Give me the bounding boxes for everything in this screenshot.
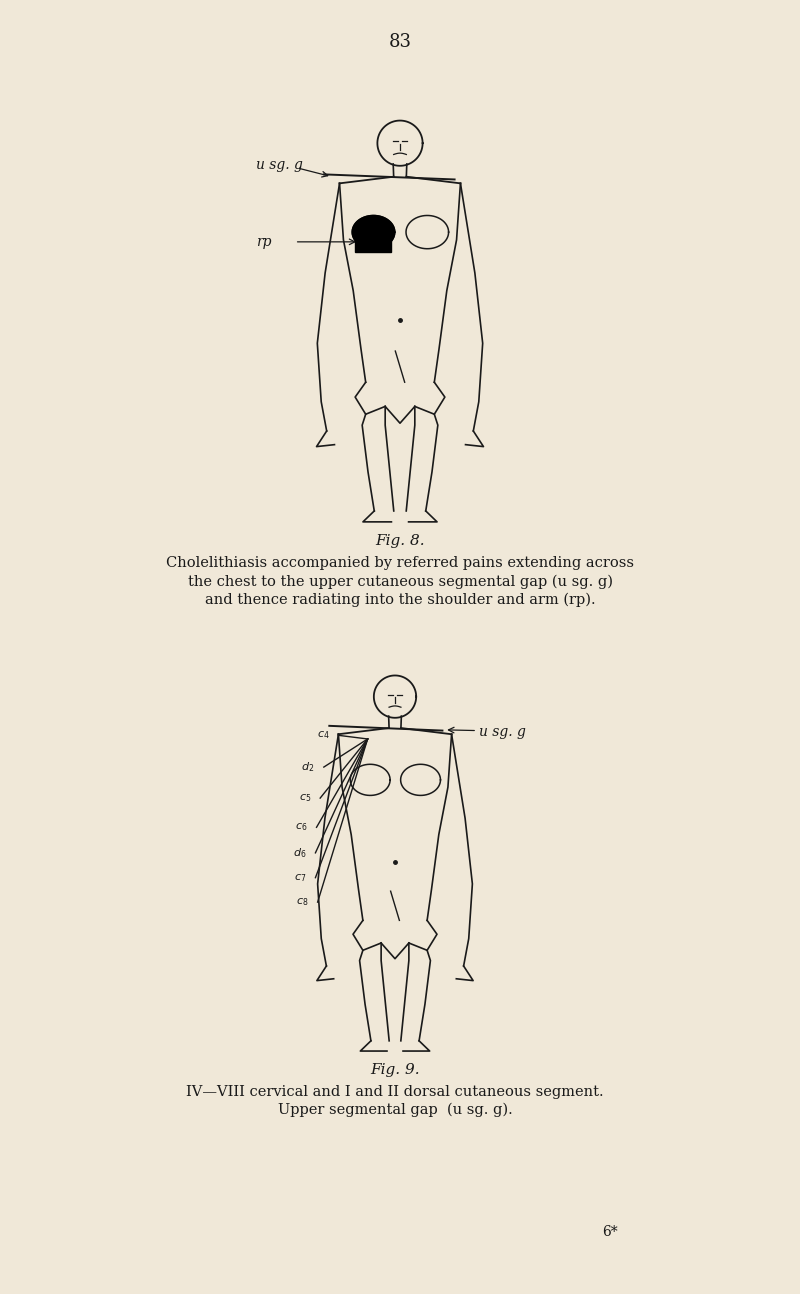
Text: $c_6$: $c_6$ — [295, 822, 307, 833]
Text: Fig. 8.: Fig. 8. — [375, 534, 425, 549]
Text: $c_5$: $c_5$ — [298, 792, 311, 804]
Text: u sg. g: u sg. g — [479, 725, 526, 739]
Text: the chest to the upper cutaneous segmental gap (u sg. g): the chest to the upper cutaneous segment… — [187, 575, 613, 589]
Text: Upper segmental gap  (u sg. g).: Upper segmental gap (u sg. g). — [278, 1102, 512, 1117]
Text: Cholelithiasis accompanied by referred pains extending across: Cholelithiasis accompanied by referred p… — [166, 556, 634, 571]
Text: Fig. 9.: Fig. 9. — [370, 1062, 420, 1077]
Text: and thence radiating into the shoulder and arm (rp).: and thence radiating into the shoulder a… — [205, 593, 595, 607]
Text: u sg. g: u sg. g — [256, 158, 302, 172]
Text: $d_6$: $d_6$ — [293, 846, 306, 859]
Text: $c_8$: $c_8$ — [296, 897, 309, 908]
Polygon shape — [352, 216, 394, 248]
Text: $c_7$: $c_7$ — [294, 872, 306, 884]
Text: 6*: 6* — [602, 1225, 618, 1238]
Text: 83: 83 — [389, 34, 411, 50]
Bar — [355, 224, 391, 251]
Text: $d_2$: $d_2$ — [302, 760, 314, 774]
Text: IV—VIII cervical and I and II dorsal cutaneous segment.: IV—VIII cervical and I and II dorsal cut… — [186, 1084, 604, 1099]
Text: rp: rp — [256, 234, 271, 248]
Text: $c_4$: $c_4$ — [317, 730, 330, 741]
